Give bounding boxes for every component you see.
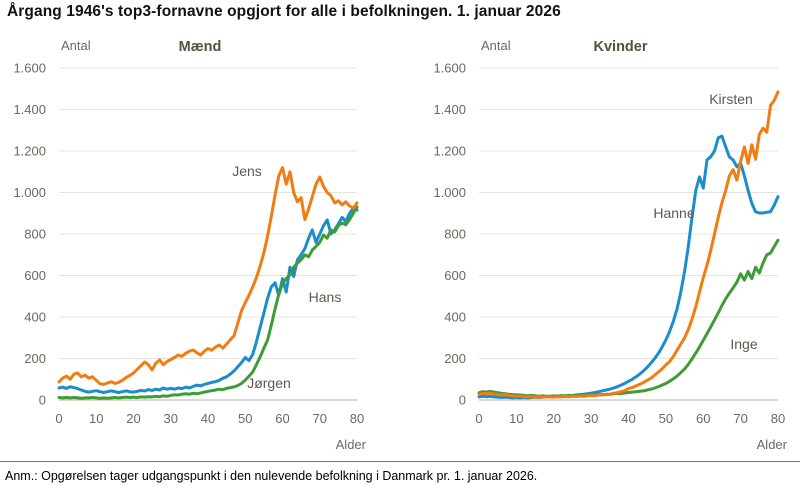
- series-line-jørgen: [57, 205, 359, 400]
- y-tick-label: 800: [444, 227, 466, 242]
- series-label-hanne: Hanne: [653, 205, 694, 221]
- y-tick-label: 200: [444, 351, 466, 366]
- y-tick-label: 1.600: [433, 61, 466, 76]
- y-tick-label: 1.000: [13, 185, 46, 200]
- series-label-jørgen: Jørgen: [247, 375, 291, 391]
- y-tick-label: 0: [459, 393, 466, 408]
- y-axis-title: Antal: [481, 38, 511, 53]
- y-tick-label: 1.200: [433, 144, 466, 159]
- x-tick-label: 50: [659, 411, 673, 426]
- x-tick-label: 60: [696, 411, 710, 426]
- series-line-inge: [477, 238, 780, 398]
- series-line-jens: [57, 166, 359, 386]
- x-tick-label: 30: [164, 411, 178, 426]
- y-tick-label: 600: [24, 268, 46, 283]
- series-label-jens: Jens: [232, 163, 262, 179]
- y-tick-label: 200: [24, 351, 46, 366]
- y-tick-label: 600: [444, 268, 466, 283]
- y-tick-label: 1.200: [13, 144, 46, 159]
- footnote: Anm.: Opgørelsen tager udgangspunkt i de…: [5, 469, 538, 483]
- y-axis-title: Antal: [61, 38, 91, 53]
- y-tick-label: 800: [24, 227, 46, 242]
- x-tick-label: 80: [350, 411, 364, 426]
- x-tick-label: 20: [126, 411, 140, 426]
- series-label-inge: Inge: [730, 336, 757, 352]
- chart-title: Mænd: [179, 39, 222, 55]
- x-tick-label: 80: [771, 411, 785, 426]
- x-tick-label: 0: [475, 411, 482, 426]
- y-tick-label: 400: [444, 310, 466, 325]
- x-tick-label: 50: [238, 411, 252, 426]
- x-tick-label: 0: [55, 411, 62, 426]
- series-line-kirsten: [477, 90, 780, 399]
- x-tick-label: 10: [89, 411, 103, 426]
- x-tick-label: 60: [275, 411, 289, 426]
- x-tick-label: 40: [201, 411, 215, 426]
- y-tick-label: 1.600: [13, 61, 46, 76]
- chart-title: Kvinder: [594, 39, 648, 55]
- y-tick-label: 400: [24, 310, 46, 325]
- y-tick-label: 0: [39, 393, 46, 408]
- x-axis-title: Alder: [757, 437, 788, 452]
- series-label-kirsten: Kirsten: [709, 91, 753, 107]
- y-tick-label: 1.400: [13, 102, 46, 117]
- x-tick-label: 70: [733, 411, 747, 426]
- x-tick-label: 70: [313, 411, 327, 426]
- x-axis-title: Alder: [336, 437, 367, 452]
- series-label-hans: Hans: [309, 289, 342, 305]
- y-tick-label: 1.000: [433, 185, 466, 200]
- x-tick-label: 10: [509, 411, 523, 426]
- y-tick-label: 1.400: [433, 102, 466, 117]
- x-tick-label: 30: [584, 411, 598, 426]
- series-line-hans: [57, 206, 359, 394]
- x-tick-label: 40: [621, 411, 635, 426]
- x-tick-label: 20: [547, 411, 561, 426]
- page-title: Årgang 1946's top3-fornavne opgjort for …: [7, 3, 561, 20]
- footnote-divider: [0, 461, 800, 462]
